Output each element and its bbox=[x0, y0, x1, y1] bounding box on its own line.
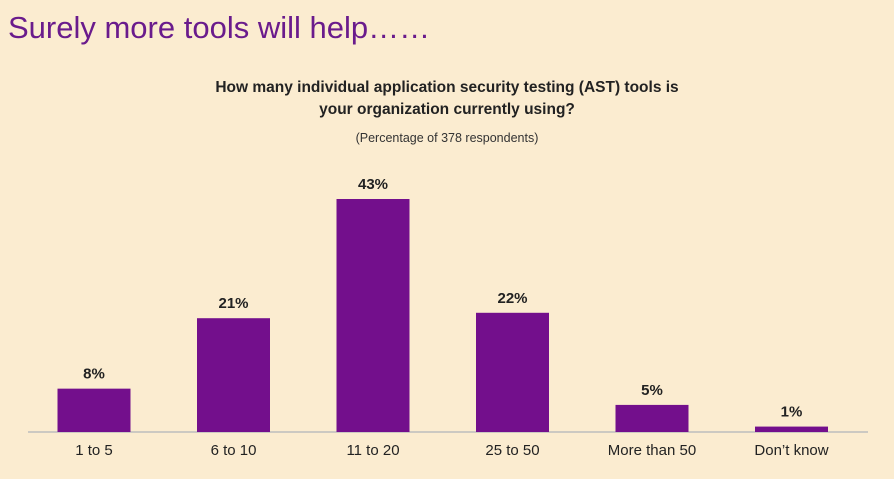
bar-value-label: 5% bbox=[641, 382, 663, 399]
x-tick-label: 1 to 5 bbox=[75, 442, 113, 459]
bar-5 bbox=[615, 404, 689, 432]
bar-3 bbox=[336, 199, 410, 432]
bar-6 bbox=[755, 426, 828, 432]
x-tick-label: More than 50 bbox=[608, 442, 696, 459]
x-tick-label: 6 to 10 bbox=[211, 442, 257, 459]
x-tick-label: 11 to 20 bbox=[346, 442, 399, 459]
bar-value-label: 22% bbox=[497, 290, 527, 307]
chart-title-line-2: your organization currently using? bbox=[319, 101, 575, 118]
bar-4 bbox=[476, 312, 549, 432]
bar-value-label: 8% bbox=[83, 366, 105, 383]
x-tick-label: Don’t know bbox=[754, 442, 828, 459]
slide-title: Surely more tools will help…… bbox=[8, 10, 431, 45]
bar-2 bbox=[197, 318, 270, 432]
bar-1 bbox=[57, 388, 131, 432]
x-tick-label: 25 to 50 bbox=[485, 442, 539, 459]
bar-value-label: 1% bbox=[781, 404, 803, 421]
chart-title-line-1: How many individual application security… bbox=[215, 79, 679, 96]
bar-value-label: 21% bbox=[218, 295, 248, 312]
chart-title: How many individual application security… bbox=[0, 77, 894, 121]
bar-value-label: 43% bbox=[358, 176, 388, 193]
chart-subtitle: (Percentage of 378 respondents) bbox=[355, 131, 539, 145]
